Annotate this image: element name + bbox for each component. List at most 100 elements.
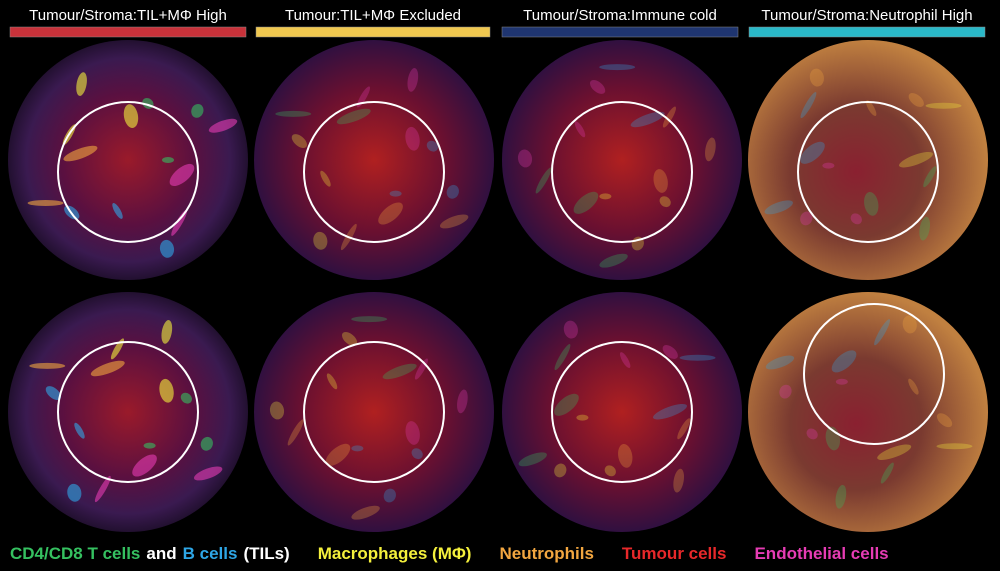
cell-cluster	[161, 320, 173, 344]
cell-cluster	[193, 466, 223, 481]
cell-cluster	[378, 202, 403, 225]
cell-cluster	[923, 166, 937, 188]
cell-cluster	[652, 403, 687, 420]
cell-cluster	[439, 214, 469, 229]
cell-cluster	[326, 373, 338, 390]
cell-cluster	[619, 352, 631, 369]
cell-cluster	[809, 68, 824, 87]
cell-cluster	[779, 384, 792, 399]
cell-cluster	[618, 443, 633, 468]
cell-cluster	[341, 332, 358, 346]
legend-item: Tumour cells	[622, 544, 727, 563]
cell-cluster	[554, 393, 579, 416]
region-circle	[551, 101, 693, 243]
column-title: Tumour/Stroma:Immune cold	[523, 7, 717, 24]
cell-cluster	[313, 231, 328, 250]
cell-cluster	[275, 110, 312, 117]
cell-cluster	[76, 72, 87, 96]
legend-item: Macrophages (MΦ)	[318, 544, 472, 563]
cell-cluster	[169, 163, 195, 186]
cell-cluster	[74, 422, 85, 439]
cell-cluster	[919, 216, 931, 241]
region-circle	[803, 303, 945, 445]
cell-cluster	[110, 338, 125, 360]
tissue-core	[748, 40, 988, 280]
tissue-core	[748, 292, 988, 532]
cell-cluster	[411, 448, 423, 460]
cell-cluster	[865, 100, 877, 117]
tissue-core	[254, 292, 494, 532]
cell-cluster	[457, 389, 468, 414]
cell-cluster	[132, 454, 157, 477]
cell-cluster	[679, 354, 716, 361]
cell-cluster	[63, 145, 98, 162]
cell-cluster	[287, 419, 304, 446]
cell-cluster	[822, 162, 835, 169]
cell-cluster	[351, 505, 380, 520]
cell-cluster	[659, 196, 671, 208]
cell-cluster	[383, 488, 396, 503]
cell-cluster	[604, 465, 616, 477]
column-bar	[255, 26, 491, 38]
cell-cluster	[800, 141, 825, 164]
cell-cluster	[599, 253, 628, 268]
column-title: Tumour/Stroma:TIL+MΦ High	[29, 7, 227, 24]
tissue-cores	[8, 40, 988, 532]
cell-cluster	[356, 86, 371, 108]
cell-cluster	[517, 149, 533, 168]
cell-cluster	[835, 484, 847, 509]
region-circle	[303, 101, 445, 243]
cell-cluster	[208, 118, 238, 133]
column-bar	[9, 26, 247, 38]
cell-cluster	[850, 213, 862, 225]
cell-cluster	[864, 191, 879, 216]
cell-cluster	[143, 442, 156, 449]
cell-cluster	[90, 360, 125, 377]
cell-cluster	[45, 386, 61, 401]
cell-cluster	[382, 363, 417, 380]
cell-cluster	[630, 111, 665, 128]
cell-cluster	[764, 200, 793, 215]
cell-cluster	[589, 80, 606, 94]
cell-cluster	[877, 444, 912, 460]
region-circle	[551, 341, 693, 483]
cell-cluster	[159, 378, 174, 403]
cell-cluster	[574, 121, 586, 138]
tissue-core	[8, 292, 248, 532]
cell-cluster	[705, 137, 716, 162]
legend-item: Neutrophils	[499, 544, 593, 563]
cell-cluster	[898, 151, 933, 168]
column-bar	[501, 26, 739, 38]
cell-cluster	[673, 468, 685, 493]
cell-cluster	[554, 343, 571, 371]
tissue-core	[502, 40, 742, 280]
cell-cluster	[599, 193, 612, 200]
legend-item: (TILs)	[243, 544, 289, 563]
cell-cluster	[535, 167, 552, 194]
cell-cluster	[880, 462, 894, 484]
legend-item: Endothelial cells	[754, 544, 888, 563]
cell-cluster	[320, 170, 331, 187]
cell-cluster	[405, 126, 420, 151]
cell-cluster	[405, 421, 420, 445]
column-title: Tumour/Stroma:Neutrophil High	[761, 7, 972, 24]
cell-cluster	[159, 239, 175, 258]
cell-cluster	[573, 191, 599, 214]
cell-cluster	[765, 355, 795, 370]
cell-cluster	[29, 362, 66, 369]
cell-cluster	[518, 452, 547, 467]
legend-item: CD4/CD8 T cells	[10, 544, 140, 563]
cell-cluster	[563, 320, 578, 339]
region-circle	[797, 101, 939, 243]
columns: Tumour/Stroma:TIL+MΦ High Tumour:TIL+MΦ E…	[9, 7, 986, 38]
cell-cluster	[389, 190, 402, 197]
cell-cluster	[662, 345, 678, 359]
cell-cluster	[336, 108, 371, 125]
tissue-core	[502, 292, 742, 532]
legend: CD4/CD8 T cells and B cells (TILs) Macrophag…	[10, 544, 889, 563]
cell-cluster	[94, 475, 111, 503]
cell-cluster	[908, 378, 919, 395]
tissue-core	[254, 40, 494, 280]
cell-cluster	[800, 91, 817, 119]
cell-cluster	[191, 103, 204, 118]
